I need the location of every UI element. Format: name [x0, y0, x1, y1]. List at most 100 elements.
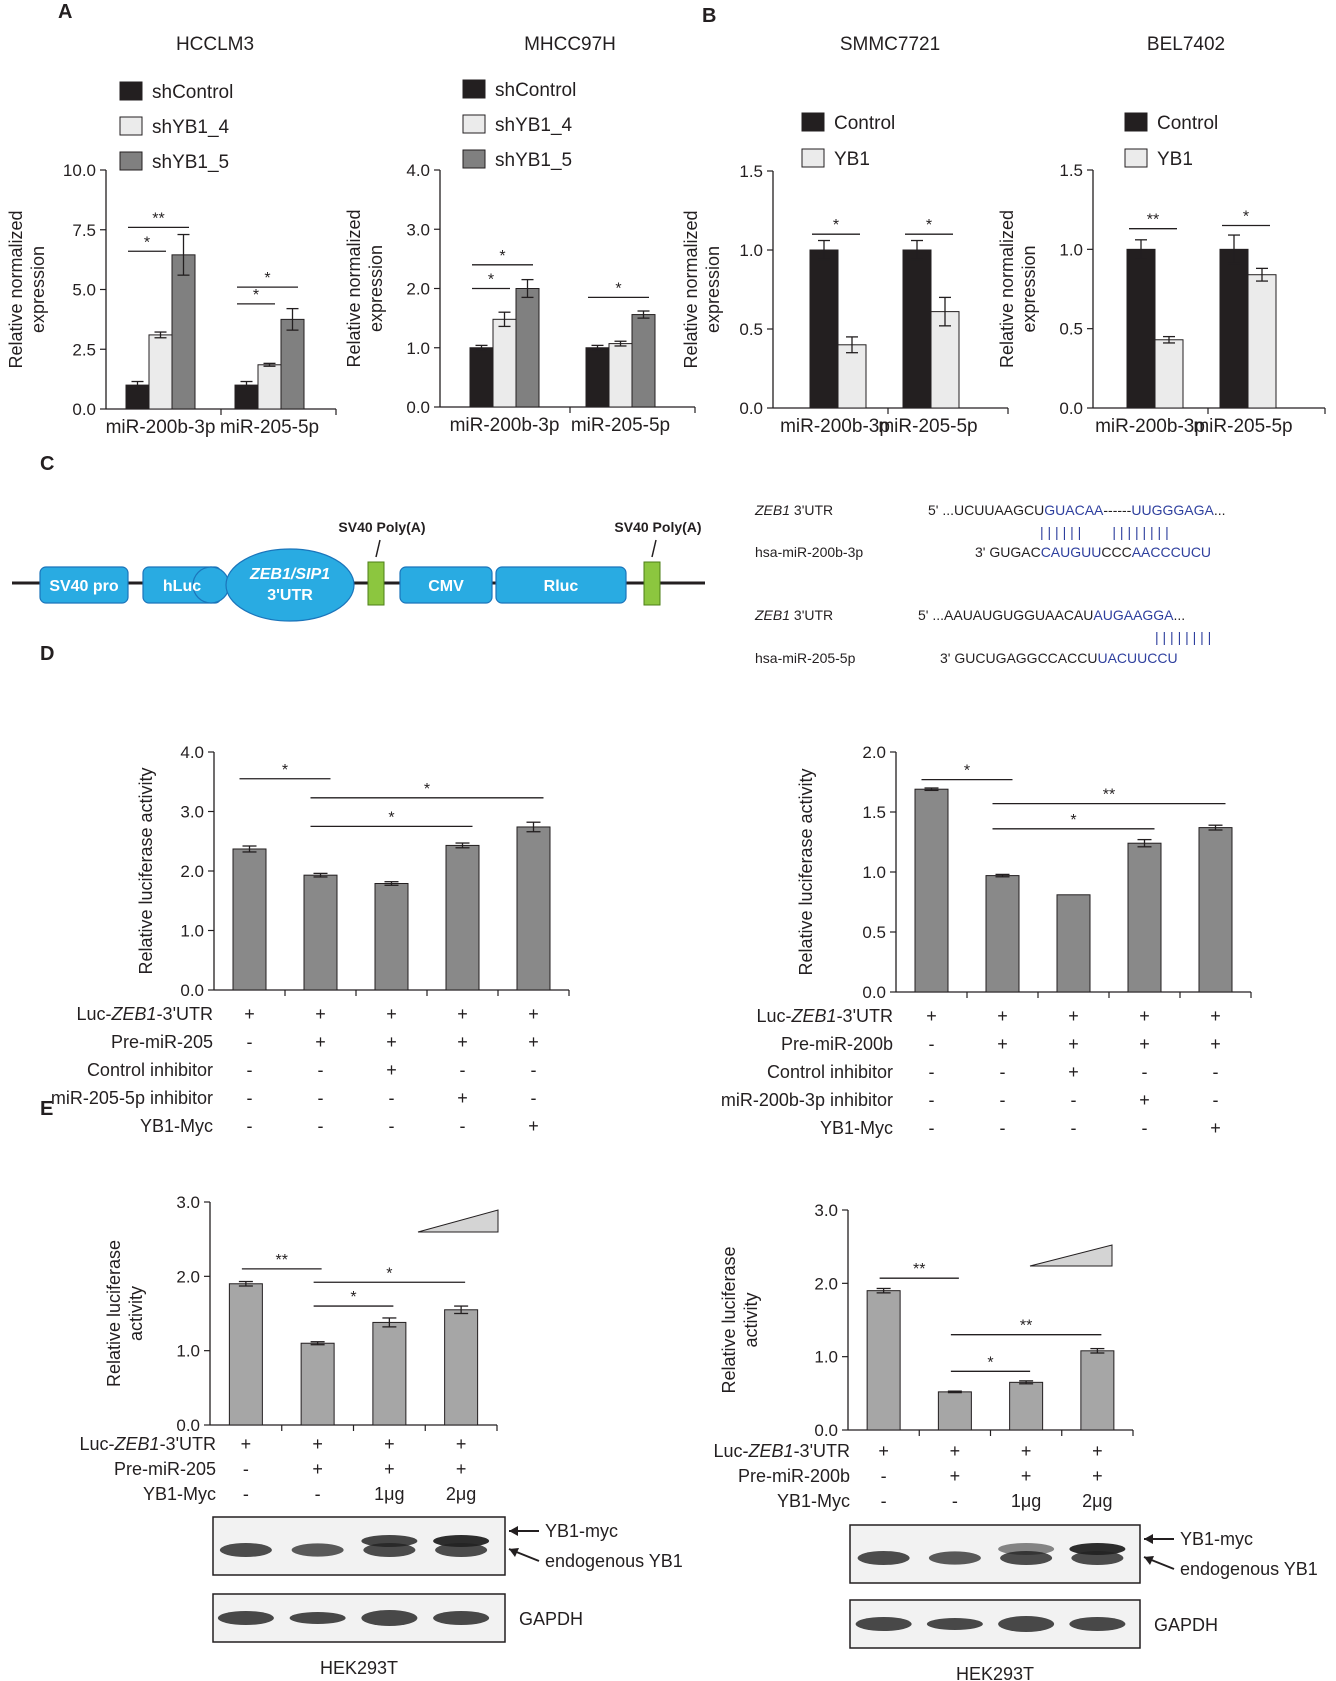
condition-label: Luc-ZEB1-3'UTR: [80, 1434, 216, 1454]
y-tick-label: 0.0: [739, 399, 763, 418]
condition-label: miR-200b-3p inhibitor: [721, 1090, 893, 1110]
condition-cell: +: [386, 1004, 397, 1024]
condition-cell: +: [1068, 1062, 1079, 1082]
legend-swatch: [462, 79, 486, 99]
band-yb1-myc: [433, 1535, 490, 1547]
significance-label: *: [833, 217, 839, 234]
band-gapdh: [361, 1610, 418, 1626]
utr-sequence: 5' ...UCUUAAGCUGUACAA------UUGGGAGA...: [928, 502, 1226, 518]
condition-cell: +: [1210, 1034, 1221, 1054]
band-yb1-myc: [1069, 1543, 1126, 1555]
utr-sequence: 5' ...AAUAUGUGGUAACAUAUGAAGGA...: [918, 607, 1185, 623]
y-tick-label: 1.0: [739, 241, 763, 260]
y-axis-label: Relative normalized expression: [997, 210, 1039, 368]
y-tick-label: 1.0: [814, 1348, 838, 1367]
significance-label: *: [488, 272, 494, 289]
blot-label-yb1-myc: YB1-myc: [545, 1521, 618, 1541]
mirna-sequence: 3' GUCUGAGGCCACCUUACUUCCU: [940, 650, 1178, 666]
legend-entry: Control: [834, 113, 895, 134]
condition-label: Pre-miR-200b: [738, 1466, 850, 1486]
bar: [866, 1290, 901, 1431]
arrow-head: [1144, 1534, 1153, 1544]
dose-gradient-triangle: [417, 1209, 499, 1233]
condition-cell: +: [457, 1004, 468, 1024]
x-category-label: miR-205-5p: [571, 415, 670, 436]
band-endogenous: [219, 1543, 272, 1557]
band-endogenous: [363, 1543, 416, 1557]
condition-cell: +: [1210, 1118, 1221, 1138]
band-gapdh: [289, 1612, 346, 1624]
condition-cell: -: [247, 1116, 253, 1136]
condition-cell: -: [929, 1090, 935, 1110]
condition-cell: +: [528, 1004, 539, 1024]
legend-entry: shYB1_5: [152, 152, 229, 173]
x-category-label: miR-200b-3p: [780, 416, 890, 437]
significance-label: *: [964, 763, 970, 780]
significance-label: *: [386, 1265, 392, 1282]
y-axis-label: Relative luciferase activity: [136, 767, 156, 974]
significance-label: *: [499, 248, 505, 265]
condition-label: YB1-Myc: [820, 1118, 893, 1138]
condition-cell: +: [950, 1441, 961, 1461]
condition-cell: +: [457, 1032, 468, 1052]
legend-swatch: [462, 114, 486, 134]
condition-cell: +: [997, 1006, 1008, 1026]
arrow-head: [1144, 1556, 1154, 1565]
condition-cell: -: [318, 1088, 324, 1108]
bar: [585, 347, 610, 408]
bar: [1219, 248, 1249, 409]
bar: [985, 875, 1020, 993]
chart-title: SMMC7721: [840, 34, 940, 55]
y-tick-label: 3.0: [406, 220, 430, 239]
condition-cell: 2μg: [1082, 1491, 1112, 1511]
significance-label: **: [1147, 212, 1159, 229]
condition-cell: +: [1139, 1034, 1150, 1054]
bar: [1127, 842, 1162, 993]
bar: [1009, 1381, 1044, 1431]
legend-swatch: [119, 151, 143, 171]
bar: [300, 1342, 335, 1426]
polyA-label: SV40 Poly(A): [614, 519, 701, 535]
legend-entry: shYB1_4: [152, 117, 230, 138]
bar: [492, 318, 517, 408]
condition-cell: +: [1210, 1006, 1221, 1026]
legend-entry: shControl: [495, 80, 576, 101]
y-tick-label: 1.0: [1059, 240, 1083, 259]
condition-cell: +: [244, 1004, 255, 1024]
condition-cell: -: [1213, 1062, 1219, 1082]
condition-cell: +: [1021, 1466, 1032, 1486]
chart-B2: 0.0 0.5 1.0 1.5 Relative normalized expressio…: [997, 112, 1326, 418]
band-gapdh: [998, 1616, 1055, 1632]
condition-cell: -: [1000, 1062, 1006, 1082]
legend-entry: YB1: [1157, 149, 1193, 170]
panel-letter-A: A: [58, 1, 72, 23]
significance-label: *: [264, 270, 270, 287]
y-tick-label: 3.0: [176, 1193, 200, 1212]
band-gapdh: [855, 1617, 912, 1631]
blot-label-gapdh: GAPDH: [1154, 1615, 1218, 1635]
chart-title: MHCC97H: [524, 34, 616, 55]
legend-swatch: [801, 112, 825, 132]
significance-label: *: [1070, 812, 1076, 829]
condition-cell: +: [386, 1060, 397, 1080]
cell-line-label: HEK293T: [956, 1664, 1034, 1681]
utr-label: 3'UTR: [267, 587, 313, 604]
chart-E2: 0.0 1.0 2.0 3.0 Relative luciferase activity L…: [714, 1201, 1134, 1511]
y-tick-label: 7.5: [72, 221, 96, 240]
chart-A2: 0.0 1.0 2.0 3.0 4.0 Relative normalized expres…: [344, 79, 696, 417]
bar: [171, 254, 196, 410]
band-gapdh: [433, 1611, 490, 1625]
arrow-head: [509, 1548, 519, 1557]
y-tick-label: 0.0: [180, 981, 204, 1000]
condition-cell: +: [926, 1006, 937, 1026]
y-axis-label: Relative normalized expression: [6, 210, 48, 368]
legend-swatch: [462, 149, 486, 169]
condition-cell: +: [878, 1441, 889, 1461]
bar: [445, 844, 480, 991]
polyA-box: [367, 561, 385, 606]
condition-cell: -: [881, 1466, 887, 1486]
condition-cell: -: [389, 1116, 395, 1136]
condition-label: YB1-Myc: [777, 1491, 850, 1511]
y-tick-label: 0.0: [72, 400, 96, 419]
